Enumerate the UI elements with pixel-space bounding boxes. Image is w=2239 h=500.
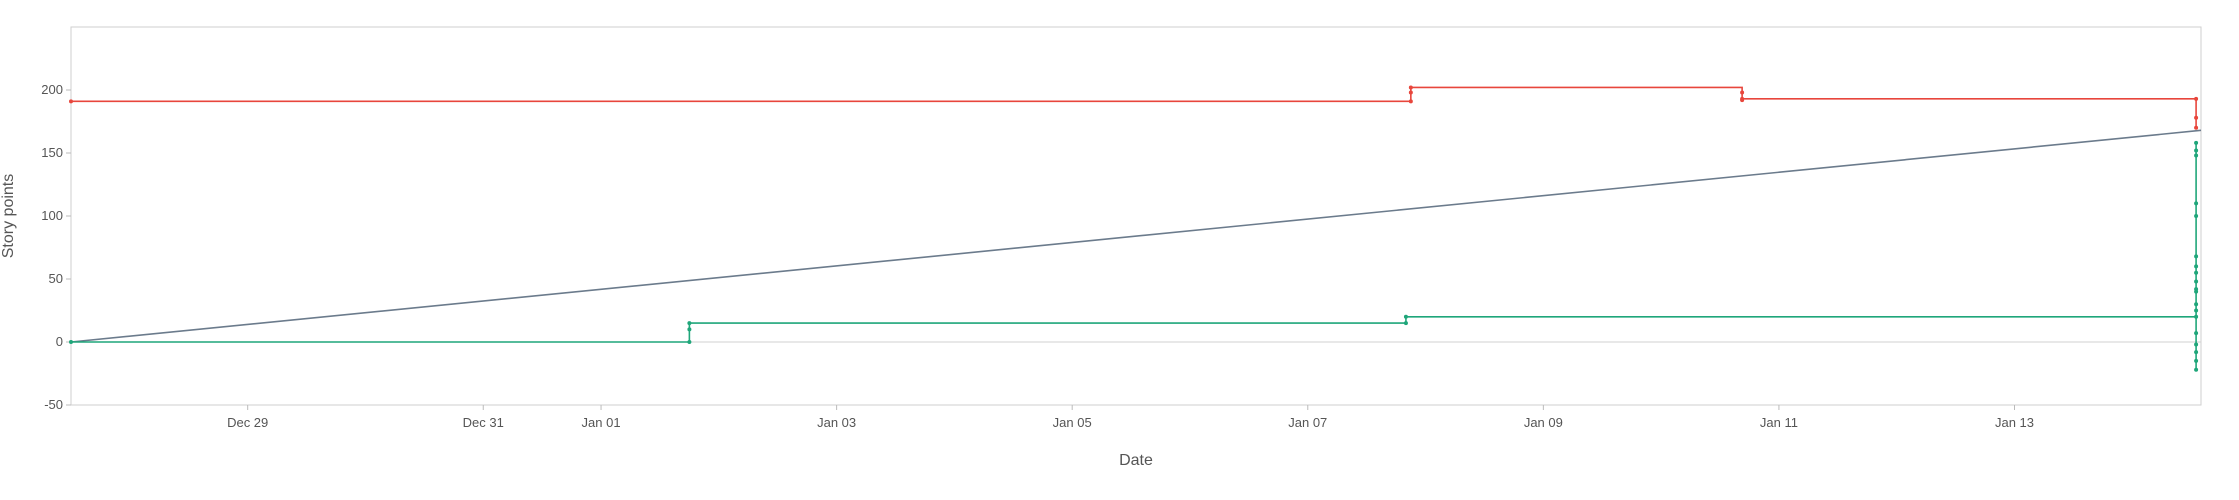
data-point [1403,314,1408,319]
data-point [1740,96,1745,101]
plot-area-frame [70,26,2202,406]
data-point [1408,90,1413,95]
data-point [2194,115,2199,120]
data-point [69,99,73,104]
y-axis-title: Story points [0,174,17,258]
data-point [1740,90,1745,95]
y-tick-label: -50 [44,397,63,412]
data-point [2194,279,2199,284]
x-axis-ticks: Dec 29 Dec 31 Jan 01 Jan 03 Jan 05 Jan 07 Jan … [227,405,2034,430]
data-point [69,340,73,344]
data-point [2194,125,2199,130]
data-point [2194,270,2199,275]
data-point [687,321,692,326]
data-point [2194,314,2199,319]
x-axis-title: Date [1119,452,1153,469]
y-tick-label: 100 [41,208,63,223]
y-axis-ticks: -50 0 50 100 150 200 [41,82,71,412]
y-tick-label: 200 [41,82,63,97]
data-point [687,327,692,332]
data-point [2194,140,2199,145]
data-point [2194,350,2199,355]
data-point [1408,99,1413,104]
x-tick-label: Jan 09 [1524,415,1563,430]
data-point [1403,321,1408,326]
x-tick-label: Jan 07 [1288,415,1327,430]
x-tick-label: Jan 11 [1760,415,1798,430]
x-tick-label: Jan 13 [1995,415,2034,430]
y-tick-label: 0 [56,334,63,349]
data-point [2194,148,2199,153]
data-point [1408,85,1413,90]
data-point [2194,367,2199,372]
data-point [2194,302,2199,307]
data-point [2194,96,2199,101]
data-point [2194,287,2199,292]
data-point [2194,264,2199,269]
data-point [2194,331,2199,336]
data-point [2194,214,2199,218]
series-line-2 [70,129,2202,343]
data-point [2194,358,2199,363]
x-tick-label: Dec 29 [227,415,268,430]
x-tick-label: Dec 31 [463,415,504,430]
x-tick-label: Jan 05 [1053,415,1092,430]
data-point [2194,153,2199,158]
data-point [2194,254,2199,259]
data-point [2194,308,2199,313]
y-tick-label: 50 [49,271,63,286]
data-point [2194,342,2199,347]
y-tick-label: 150 [41,145,63,160]
data-point [687,340,692,344]
data-point [2194,201,2199,206]
x-tick-label: Jan 01 [582,415,621,430]
x-tick-label: Jan 03 [817,415,856,430]
series-markers [69,85,2199,372]
